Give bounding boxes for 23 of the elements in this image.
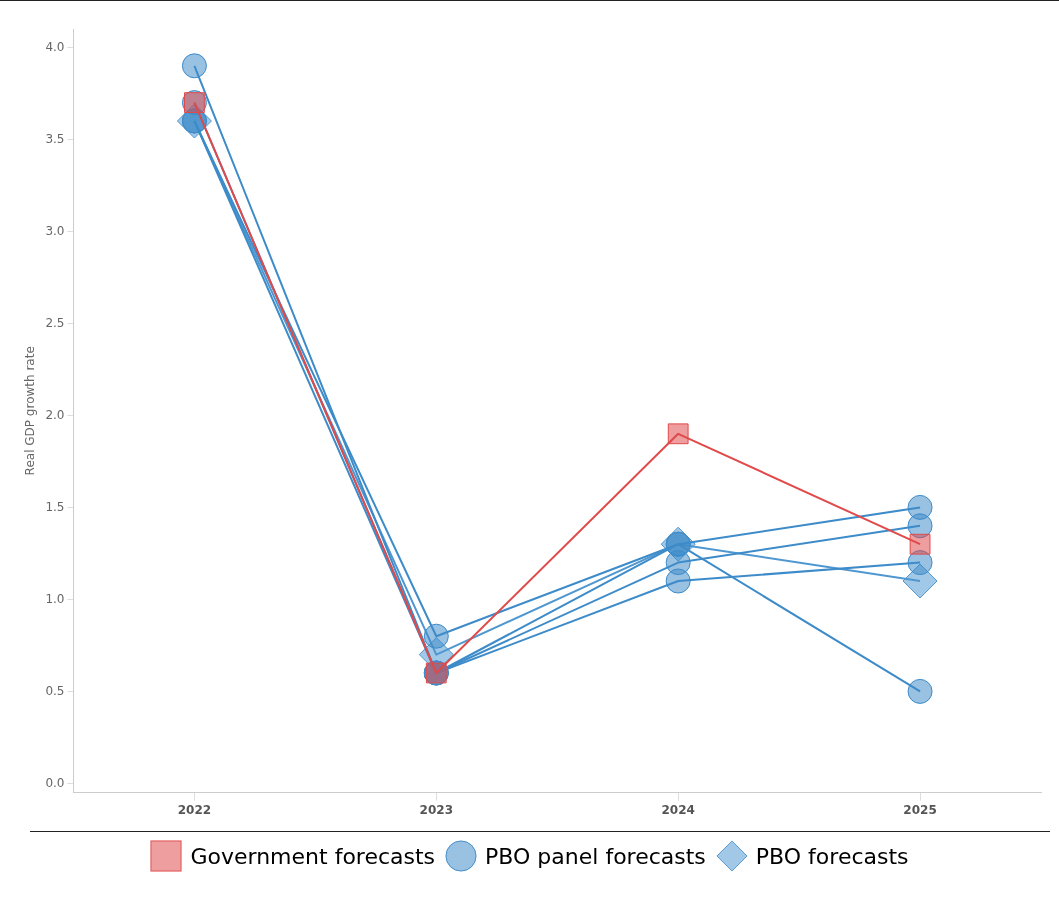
point <box>909 533 931 555</box>
legend-label: Government forecasts <box>190 843 436 869</box>
y-tick-label: 1.5 <box>45 499 65 514</box>
y-tick-label: 2.5 <box>45 315 65 330</box>
y-tick-label: 4.0 <box>45 39 65 54</box>
y-axis-title: Real GDP growth rate <box>23 346 38 476</box>
y-tick-label: 3.5 <box>45 131 65 146</box>
y-tick-label: 0.0 <box>45 775 65 790</box>
point <box>181 53 207 79</box>
y-tick-label: 3.0 <box>45 223 65 238</box>
y-tick-label: 2.0 <box>45 407 65 422</box>
x-tick-label: 2024 <box>661 802 695 817</box>
y-tick-label: 1.0 <box>45 591 65 606</box>
point <box>667 423 689 445</box>
x-tick-label: 2022 <box>177 802 212 817</box>
legend-label: PBO forecasts <box>755 843 909 869</box>
point <box>907 678 933 704</box>
x-tick-label: 2025 <box>903 802 937 817</box>
y-tick-label: 0.5 <box>45 683 65 698</box>
point <box>907 494 933 520</box>
x-tick-label: 2023 <box>419 802 454 817</box>
point <box>423 623 449 649</box>
legend-label: PBO panel forecasts <box>485 843 706 869</box>
